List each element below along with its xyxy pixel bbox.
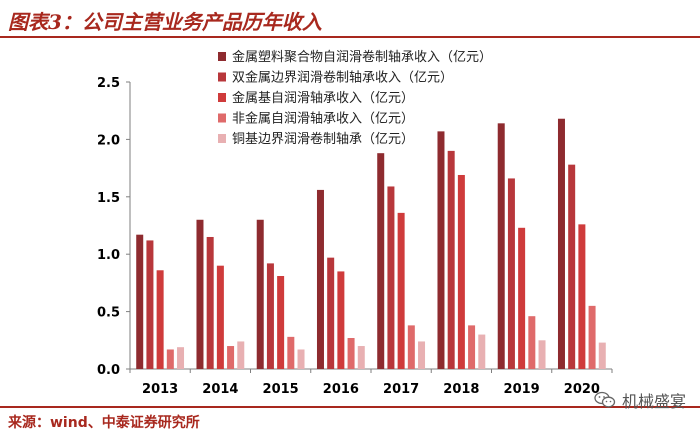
- bar: [377, 153, 385, 369]
- chart-legend: 金属塑料聚合物自润滑卷制轴承收入（亿元） 双金属边界润滑卷制轴承收入（亿元） 金属基…: [218, 49, 492, 147]
- x-tick-label: 2017: [383, 382, 419, 397]
- bar: [287, 336, 295, 369]
- bar: [347, 338, 355, 369]
- bar: [507, 178, 515, 369]
- x-tick-label: 2016: [323, 382, 359, 397]
- bar: [447, 150, 455, 369]
- bar: [397, 212, 405, 369]
- bar: [387, 186, 395, 369]
- bar: [568, 164, 576, 369]
- bar: [437, 131, 445, 369]
- x-tick-label: 2013: [142, 382, 178, 397]
- bar: [156, 270, 164, 369]
- bar-chart: 0.0 0.5 1.0 1.5 2.0 2.5 2013 2014 2015 2016 2017 20…: [97, 49, 613, 397]
- bar: [196, 219, 204, 369]
- legend-label: 非金属自润滑轴承收入（亿元）: [232, 111, 414, 127]
- y-tick-label: 1.0: [97, 248, 120, 263]
- legend-label: 金属基自润滑轴承收入（亿元）: [232, 90, 414, 106]
- chart-bars: [136, 118, 606, 370]
- bar: [407, 325, 415, 369]
- bar: [206, 236, 214, 369]
- source-note: 来源：wind、中泰证券研究所: [8, 415, 200, 431]
- legend-swatch: [218, 134, 226, 143]
- bar: [316, 189, 324, 369]
- chart-axes: 0.0 0.5 1.0 1.5 2.0 2.5 2013 2014 2015 2016 2017 20…: [97, 76, 613, 397]
- watermark-text: 机械盛宴: [621, 392, 686, 411]
- bar: [588, 305, 596, 369]
- chart-title: 图表3：公司主营业务产品历年收入: [8, 10, 322, 34]
- x-tick-label: 2019: [504, 382, 540, 397]
- watermark: 机械盛宴: [594, 388, 686, 412]
- bar: [277, 276, 285, 369]
- bar: [357, 346, 365, 369]
- bar: [478, 334, 486, 369]
- bar: [538, 340, 546, 369]
- bar: [166, 349, 174, 369]
- wechat-icon: [594, 391, 616, 408]
- x-tick-label: 2014: [202, 382, 238, 397]
- bar: [337, 271, 345, 369]
- y-tick-label: 2.5: [97, 76, 120, 91]
- x-tick-label: 2020: [564, 382, 600, 397]
- legend-swatch: [218, 52, 226, 61]
- bar: [256, 219, 264, 369]
- bar: [237, 341, 245, 369]
- y-tick-label: 1.5: [97, 191, 120, 206]
- bar: [528, 316, 536, 369]
- bar: [497, 123, 505, 369]
- bar: [227, 346, 235, 369]
- legend-label: 铜基边界润滑卷制轴承（亿元）: [232, 131, 414, 147]
- bar: [518, 227, 526, 369]
- title-divider: [0, 36, 700, 38]
- bar: [457, 174, 465, 369]
- x-tick-label: 2015: [263, 382, 299, 397]
- bar: [136, 234, 144, 369]
- legend-label: 双金属边界润滑卷制轴承收入（亿元）: [232, 70, 453, 86]
- bar: [578, 224, 586, 369]
- title-bar: 图表3：公司主营业务产品历年收入: [0, 0, 700, 38]
- y-tick-label: 0.0: [97, 363, 120, 378]
- bar: [216, 265, 224, 369]
- bar: [177, 347, 185, 369]
- legend-swatch: [218, 72, 226, 82]
- footer-divider: [0, 406, 700, 408]
- bar: [557, 118, 565, 370]
- legend-label: 金属塑料聚合物自润滑卷制轴承收入（亿元）: [232, 49, 492, 65]
- legend-swatch: [218, 113, 226, 123]
- x-tick-label: 2018: [443, 382, 479, 397]
- bar: [146, 240, 154, 369]
- legend-swatch: [218, 93, 226, 102]
- y-tick-label: 0.5: [97, 306, 120, 321]
- y-tick-label: 2.0: [97, 133, 120, 148]
- bar: [598, 342, 606, 369]
- bar: [468, 325, 476, 369]
- bar: [418, 341, 426, 369]
- bar: [266, 263, 274, 369]
- bar: [297, 349, 305, 369]
- bar: [327, 257, 335, 369]
